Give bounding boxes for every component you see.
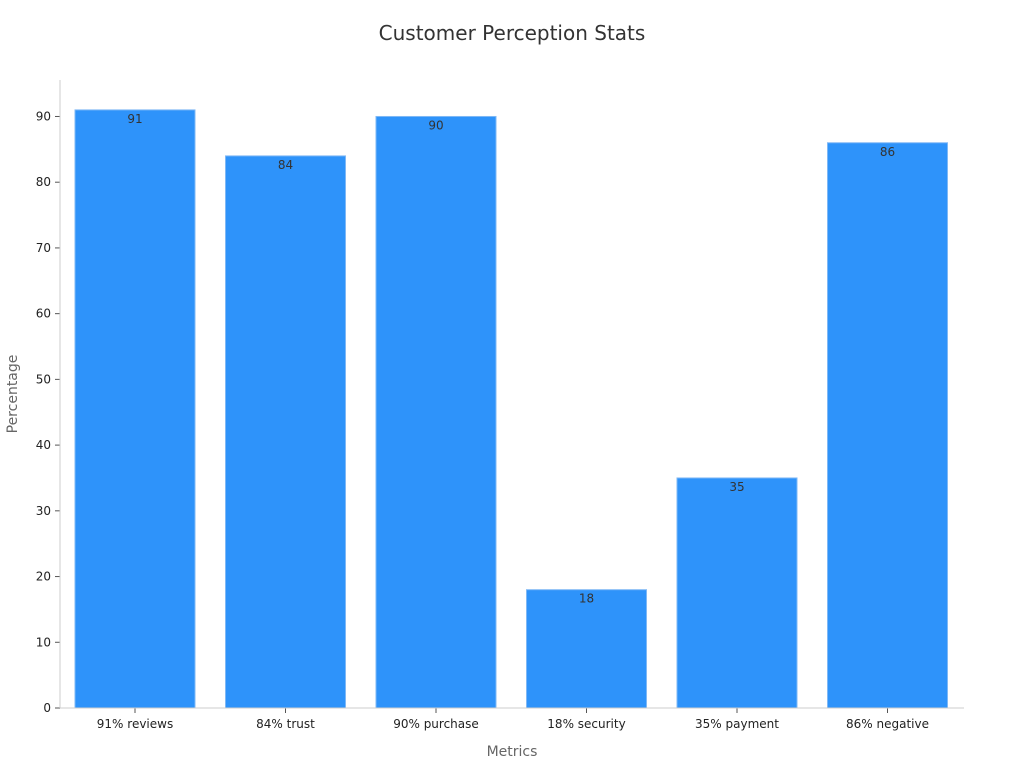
y-axis-ticks: 0 10 20 30 40 50 60 70 80 90: [36, 109, 60, 715]
bar: [827, 142, 948, 709]
y-tick-label: 40: [36, 438, 51, 452]
bar-value-label: 91: [127, 112, 142, 126]
bar-value-label: 35: [729, 480, 744, 494]
y-tick-label: 60: [36, 307, 51, 321]
x-tick-label: 18% security: [547, 717, 625, 731]
y-tick-label: 70: [36, 241, 51, 255]
y-tick-label: 30: [36, 504, 51, 518]
y-axis-label: Percentage: [5, 355, 21, 434]
y-tick-label: 90: [36, 109, 51, 123]
y-tick-label: 10: [36, 635, 51, 649]
y-tick-label: 80: [36, 175, 51, 189]
x-axis-ticks: 91% reviews 84% trust 90% purchase 18% secu…: [97, 708, 929, 731]
bar-value-label: 18: [579, 592, 594, 606]
bar: [225, 155, 346, 709]
data-labels-group: 91 84 90 18 35 86: [127, 112, 895, 606]
bar-value-label: 84: [278, 158, 293, 172]
bar: [375, 115, 497, 709]
y-tick-label: 0: [43, 701, 51, 715]
x-axis-label: Metrics: [487, 744, 538, 760]
x-tick-label: 84% trust: [256, 717, 315, 731]
bar: [526, 589, 647, 709]
y-tick-label: 50: [36, 372, 51, 386]
x-tick-label: 90% purchase: [393, 717, 479, 731]
bar: [676, 477, 798, 709]
bar-value-label: 86: [880, 145, 895, 159]
x-tick-label: 86% negative: [846, 717, 929, 731]
bar-value-label: 90: [428, 118, 443, 132]
bars-group: [74, 109, 948, 709]
chart-title: Customer Perception Stats: [379, 21, 646, 45]
x-tick-label: 35% payment: [695, 717, 779, 731]
x-tick-label: 91% reviews: [97, 717, 173, 731]
bar: [74, 109, 196, 709]
y-tick-label: 20: [36, 570, 51, 584]
